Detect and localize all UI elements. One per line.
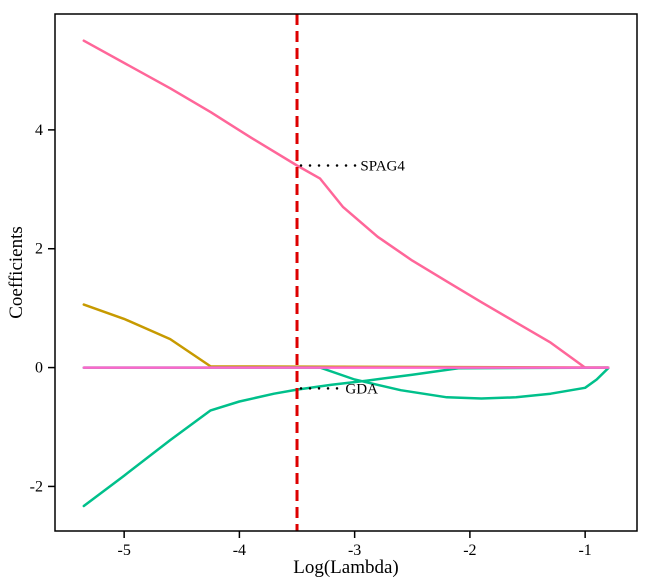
y-tick-label: 0: [35, 360, 43, 377]
y-tick-label: -2: [30, 478, 43, 495]
x-tick-label: -4: [233, 542, 246, 559]
x-axis-title: Log(Lambda): [293, 557, 399, 578]
axes-layer: -5 -4 -3 -2 -1 -2 0 2 4: [30, 122, 592, 559]
annotation-layer: SPAG4 GDA: [299, 159, 405, 397]
annotation-label-2: GDA: [345, 381, 378, 397]
x-tick-label: -2: [463, 542, 476, 559]
plot-frame: [54, 13, 638, 532]
y-tick-label: 4: [35, 122, 43, 139]
y-tick-label: 2: [35, 241, 43, 258]
series-layer: [82, 39, 610, 508]
x-tick-label: -3: [348, 542, 361, 559]
series-line-3: [82, 366, 610, 508]
annotation-label-1: SPAG4: [360, 159, 405, 175]
series-line-4: [82, 366, 610, 400]
y-axis-title: Coefficients: [6, 226, 27, 319]
x-tick-label: -1: [578, 542, 591, 559]
series-line-1: [82, 39, 610, 369]
series-line-2: [82, 303, 610, 369]
x-tick-label: -5: [117, 542, 130, 559]
